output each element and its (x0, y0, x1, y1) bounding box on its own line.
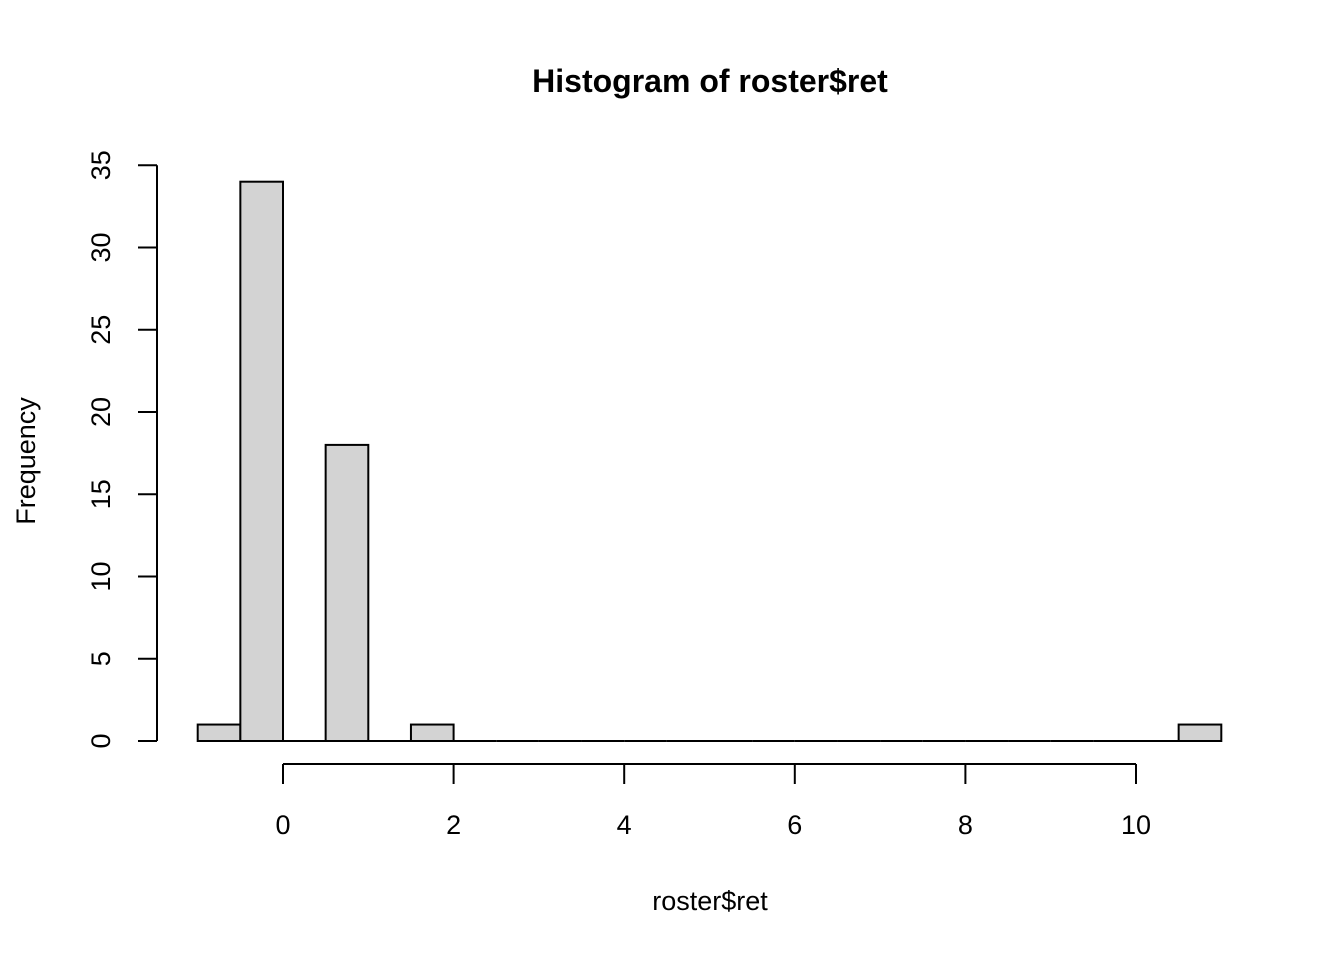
x-axis: 0 2 4 6 8 10 (275, 763, 1151, 840)
histogram-bar (1177, 723, 1223, 742)
y-axis-label: Frequency (11, 397, 41, 525)
y-tick-label: 15 (86, 479, 116, 509)
y-tick-label: 5 (86, 651, 116, 666)
y-tick-label: 20 (86, 397, 116, 427)
x-tick-label: 0 (275, 810, 290, 840)
histogram-bar (409, 723, 455, 742)
x-tick-label: 10 (1121, 810, 1151, 840)
y-tick-label: 25 (86, 315, 116, 345)
histogram-bar (324, 443, 370, 742)
chart-title: Histogram of roster$ret (532, 63, 888, 99)
x-tick-label: 2 (446, 810, 461, 840)
histogram-bar (196, 723, 242, 742)
x-tick-label: 8 (958, 810, 973, 840)
histogram-bar (239, 180, 285, 742)
bars-group (196, 180, 1223, 742)
y-tick-label: 30 (86, 232, 116, 262)
x-tick-label: 4 (617, 810, 632, 840)
y-tick-label: 0 (86, 733, 116, 748)
y-tick-label: 10 (86, 561, 116, 591)
x-axis-label: roster$ret (652, 886, 768, 916)
y-axis: 0 5 10 15 20 25 30 35 (86, 150, 158, 749)
y-tick-label: 35 (86, 150, 116, 180)
x-tick-label: 6 (787, 810, 802, 840)
